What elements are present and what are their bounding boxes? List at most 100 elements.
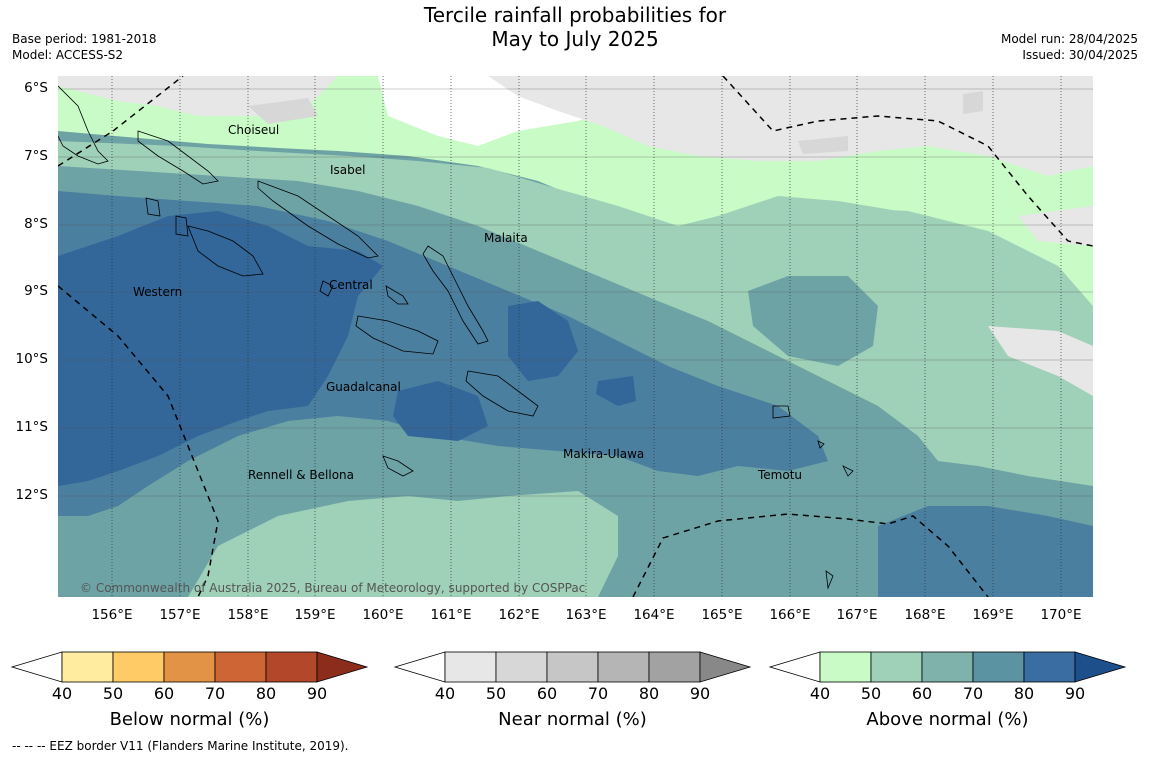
lat-tick-label: 8°S <box>24 216 48 232</box>
colorbar-segment <box>495 651 548 683</box>
zone-above-70-80-south <box>878 506 1093 597</box>
colorbar-tick-label: 80 <box>638 684 660 703</box>
colorbar-tick-label: 50 <box>102 684 124 703</box>
region-label-western: Western <box>133 285 182 299</box>
savo-coast <box>385 285 409 305</box>
colorbar-tick-label: 80 <box>255 684 277 703</box>
rainfall-map: Choiseul Isabel Malaita Western Central … <box>58 76 1093 597</box>
lon-tick-label: 159°E <box>294 607 336 623</box>
colorbar-tick-label: 90 <box>306 684 328 703</box>
model-run: Model run: 28/04/2025 <box>1000 32 1138 46</box>
lon-tick-label: 170°E <box>1040 607 1082 623</box>
colorbar-tick-label: 60 <box>911 684 933 703</box>
colorbar-segment <box>972 651 1025 683</box>
bougainville-coast <box>58 85 109 165</box>
lon-tick-label: 157°E <box>159 607 201 623</box>
region-label-isabel: Isabel <box>330 163 365 177</box>
choiseul-coast <box>137 130 219 185</box>
colorbar-segment <box>265 651 318 683</box>
region-label-choiseul: Choiseul <box>228 123 279 137</box>
zone-near-40-50-north <box>488 76 1093 176</box>
colorbars <box>10 651 1127 683</box>
colorbar-segment <box>112 651 165 683</box>
title-line-2: May to July 2025 <box>491 27 659 51</box>
colorbar-segment <box>163 651 216 683</box>
santa-cruz-coast <box>772 405 791 419</box>
colorbar-extend-high <box>1074 651 1127 683</box>
zone-near-50-60-b <box>798 136 848 154</box>
rennell-coast <box>382 455 414 477</box>
colorbar-tick-label: 50 <box>860 684 882 703</box>
title-line-1: Tercile rainfall probabilities for <box>423 3 727 27</box>
isabel-coast <box>257 180 379 259</box>
colorbar-tick-label: 70 <box>962 684 984 703</box>
meta-right: Model run: 28/04/2025 Issued: 30/04/2025 <box>1001 31 1138 63</box>
zone-above-60-70-east <box>748 276 878 366</box>
colorbar-tick-label: 80 <box>1013 684 1035 703</box>
colorbar-segment <box>819 651 872 683</box>
lon-tick-label: 161°E <box>430 607 472 623</box>
lon-tick-label: 165°E <box>701 607 743 623</box>
zone-above-50-60-east <box>718 206 1093 376</box>
lon-tick-label: 168°E <box>904 607 946 623</box>
lon-tick-label: 158°E <box>227 607 269 623</box>
colorbar-segment <box>921 651 974 683</box>
colorbar-segment <box>61 651 114 683</box>
map-title: Tercile rainfall probabilities for May t… <box>0 3 1150 51</box>
vanikoro-coast <box>825 570 834 590</box>
zone-near-40-50-east <box>988 326 1093 396</box>
lat-tick-label: 6°S <box>24 80 48 96</box>
eez-footnote: -- -- -- EEZ border V11 (Flanders Marine… <box>12 739 349 753</box>
kolombangara-coast <box>175 215 189 237</box>
lat-tick-label: 9°S <box>24 283 48 299</box>
colorbar-tick-label: 60 <box>153 684 175 703</box>
lat-tick-label: 7°S <box>24 148 48 164</box>
region-label-rennell-bellona: Rennell & Bellona <box>248 468 354 482</box>
lat-tick-label: 11°S <box>15 419 49 435</box>
zone-above-80-90-west <box>58 211 383 486</box>
lon-tick-label: 156°E <box>91 607 133 623</box>
colorbar-tick-label: 70 <box>587 684 609 703</box>
colorbar-tick-label: 40 <box>51 684 73 703</box>
colorbar-title: Above normal (%) <box>866 709 1029 730</box>
colorbar-segment <box>597 651 650 683</box>
vella-lavella-coast <box>145 197 161 217</box>
colorbar-tick-label: 90 <box>1064 684 1086 703</box>
guadalcanal-coast <box>355 315 439 355</box>
zone-near-50-60-a <box>248 98 318 124</box>
tikopia-coast <box>842 465 854 477</box>
base-period: Base period: 1981-2018 <box>12 32 157 46</box>
colorbar-segment <box>648 651 701 683</box>
meta-left: Base period: 1981-2018 Model: ACCESS-S2 <box>12 31 157 63</box>
lon-tick-label: 162°E <box>498 607 540 623</box>
anuta-coast <box>817 440 825 449</box>
colorbar-tick-label: 60 <box>536 684 558 703</box>
colorbar-extend-low <box>10 651 63 683</box>
lat-tick-label: 12°S <box>15 487 49 503</box>
lon-tick-label: 164°E <box>633 607 675 623</box>
eez-border <box>58 76 1093 597</box>
colorbar-segment <box>444 651 497 683</box>
region-label-central: Central <box>329 278 373 292</box>
zone-near-50-60-c <box>963 91 983 114</box>
region-label-malaita: Malaita <box>484 231 528 245</box>
zone-above-80-90-guadalcanal <box>393 381 488 441</box>
zone-above-80-90-small <box>596 376 636 406</box>
colorbar-tick-label: 40 <box>809 684 831 703</box>
zone-above-40-50 <box>58 76 1093 456</box>
lat-tick-label: 10°S <box>15 351 49 367</box>
model-name: Model: ACCESS-S2 <box>12 48 124 62</box>
colorbar-extend-low <box>393 651 446 683</box>
lon-tick-label: 160°E <box>362 607 404 623</box>
region-label-makira-ulawa: Makira-Ulawa <box>563 447 644 461</box>
colorbar-extend-high <box>316 651 369 683</box>
copyright-text: © Commonwealth of Australia 2025, Bureau… <box>80 581 585 595</box>
region-label-temotu: Temotu <box>757 468 802 482</box>
colorbar-segment <box>214 651 267 683</box>
coastlines <box>58 85 854 590</box>
latitude-gridlines <box>58 88 1093 497</box>
zone-above-50-60-south <box>188 491 618 597</box>
colorbar-tick-label: 90 <box>689 684 711 703</box>
colorbar-title: Below normal (%) <box>109 709 270 730</box>
colorbar-tick-label: 70 <box>204 684 226 703</box>
